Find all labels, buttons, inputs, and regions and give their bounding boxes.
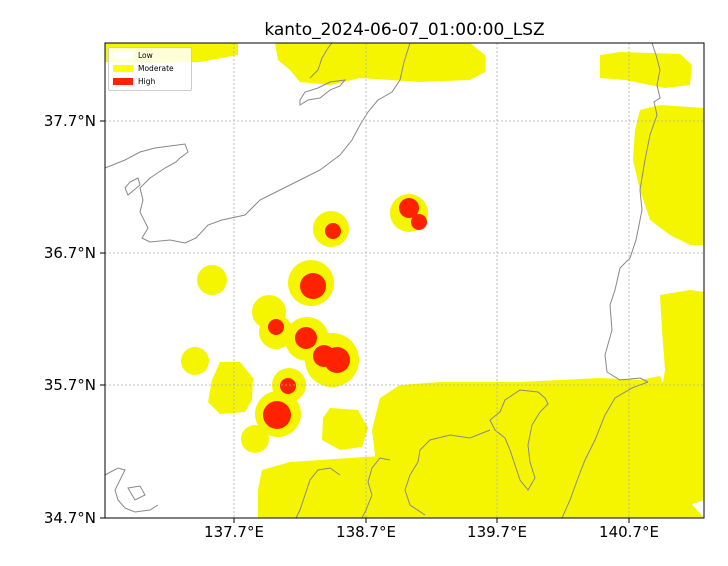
lat-label-36-7: 36.7°N xyxy=(43,244,96,262)
legend-item-low: Low xyxy=(113,50,153,61)
legend-swatch-moderate xyxy=(113,65,133,72)
legend-item-moderate: Moderate xyxy=(113,63,174,74)
lat-label-37-7: 37.7°N xyxy=(43,112,96,130)
legend-label-high: High xyxy=(138,77,156,86)
moderate-zone-south-west xyxy=(258,456,395,518)
lon-label-137-7: 137.7°E xyxy=(204,523,264,541)
coastline-noto xyxy=(124,177,141,196)
legend-swatch-high xyxy=(113,78,133,85)
lat-label-35-7: 35.7°N xyxy=(43,376,96,394)
legend: Low Moderate High xyxy=(108,47,192,91)
legend-label-moderate: Moderate xyxy=(138,64,174,73)
gridlines xyxy=(105,43,704,518)
coastline-ise xyxy=(105,467,159,513)
coastline-sado xyxy=(299,79,347,106)
coastline-sagami xyxy=(404,429,491,516)
coastline-tokyo-bay xyxy=(489,389,549,491)
plot-frame xyxy=(104,42,705,519)
moderate-zone-right-upper xyxy=(633,105,704,245)
high-zones xyxy=(263,198,427,429)
lat-label-34-7: 34.7°N xyxy=(43,509,96,527)
coastline-ise-2 xyxy=(127,485,146,501)
moderate-zone-south-mid xyxy=(322,408,368,450)
coastline-suruga xyxy=(295,467,341,518)
coastline-sado-north xyxy=(309,43,333,79)
lon-label-138-7: 138.7°E xyxy=(336,523,396,541)
legend-swatch-low xyxy=(113,52,133,59)
moderate-zone-top-right xyxy=(600,52,692,88)
coastline-japan-sea xyxy=(105,43,411,244)
legend-label-low: Low xyxy=(138,51,153,60)
legend-item-high: High xyxy=(113,76,155,87)
coastline-tohoku xyxy=(604,43,661,383)
lon-label-140-7: 140.7°E xyxy=(599,523,659,541)
moderate-zone-south-east xyxy=(372,376,704,518)
moderate-zones xyxy=(105,43,704,518)
map-title: kanto_2024-06-07_01:00:00_LSZ xyxy=(264,20,545,40)
coastlines xyxy=(105,43,661,518)
coastline-boso xyxy=(561,381,649,518)
moderate-zone-top-center xyxy=(275,43,485,85)
moderate-zone-left-mid xyxy=(208,362,253,414)
tick-marks xyxy=(100,120,630,523)
lon-label-139-7: 139.7°E xyxy=(467,523,527,541)
coastline-izu xyxy=(361,457,391,518)
